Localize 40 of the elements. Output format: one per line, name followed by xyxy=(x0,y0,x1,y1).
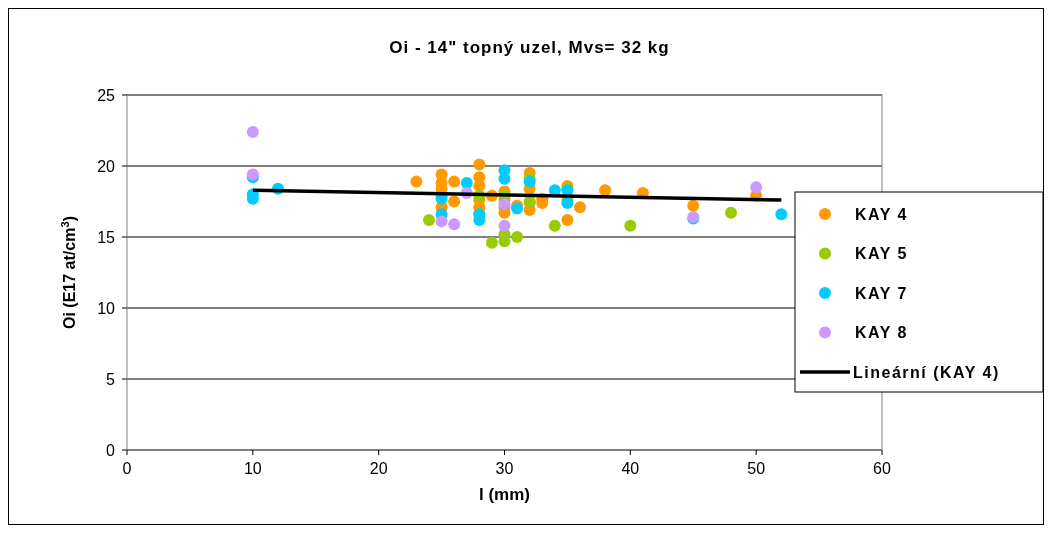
y-tick-label: 20 xyxy=(97,157,116,175)
legend-label: KAY 7 xyxy=(855,284,908,302)
point xyxy=(687,199,700,212)
point xyxy=(599,184,612,197)
y-tick-label: 0 xyxy=(106,441,116,459)
legend-label: Lineární (KAY 4) xyxy=(853,363,1000,381)
x-tick-label: 60 xyxy=(873,460,891,477)
point xyxy=(246,125,259,138)
point xyxy=(561,213,574,226)
legend-label: KAY 5 xyxy=(855,245,908,263)
point xyxy=(498,219,511,232)
x-tick-label: 0 xyxy=(122,460,132,477)
point xyxy=(725,206,737,219)
legend-label: KAY 8 xyxy=(855,324,908,342)
point xyxy=(448,218,461,231)
chart-title: Oi - 14" topný uzel, Mvs= 32 kg xyxy=(389,38,670,57)
legend-label: KAY 4 xyxy=(855,205,908,223)
x-tick-label: 10 xyxy=(243,460,262,477)
point xyxy=(624,219,637,232)
point xyxy=(750,181,763,194)
y-tick-label: 5 xyxy=(106,370,116,388)
point xyxy=(548,219,561,232)
point xyxy=(485,236,498,249)
x-axis-title: l (mm) xyxy=(479,485,530,504)
x-tick-label: 30 xyxy=(495,460,514,477)
point xyxy=(473,158,486,171)
point xyxy=(448,195,461,208)
y-tick-label: 10 xyxy=(97,299,116,317)
point xyxy=(775,208,788,221)
x-tick-label: 50 xyxy=(747,460,766,477)
point xyxy=(574,201,586,214)
y-tick-label: 15 xyxy=(97,228,116,246)
x-tick-label: 40 xyxy=(621,460,640,477)
point xyxy=(511,231,524,243)
point xyxy=(423,213,435,226)
y-tick-label: 25 xyxy=(97,86,116,104)
point xyxy=(448,175,461,188)
x-tick-label: 20 xyxy=(369,460,388,477)
point xyxy=(435,215,448,228)
point xyxy=(410,175,423,188)
